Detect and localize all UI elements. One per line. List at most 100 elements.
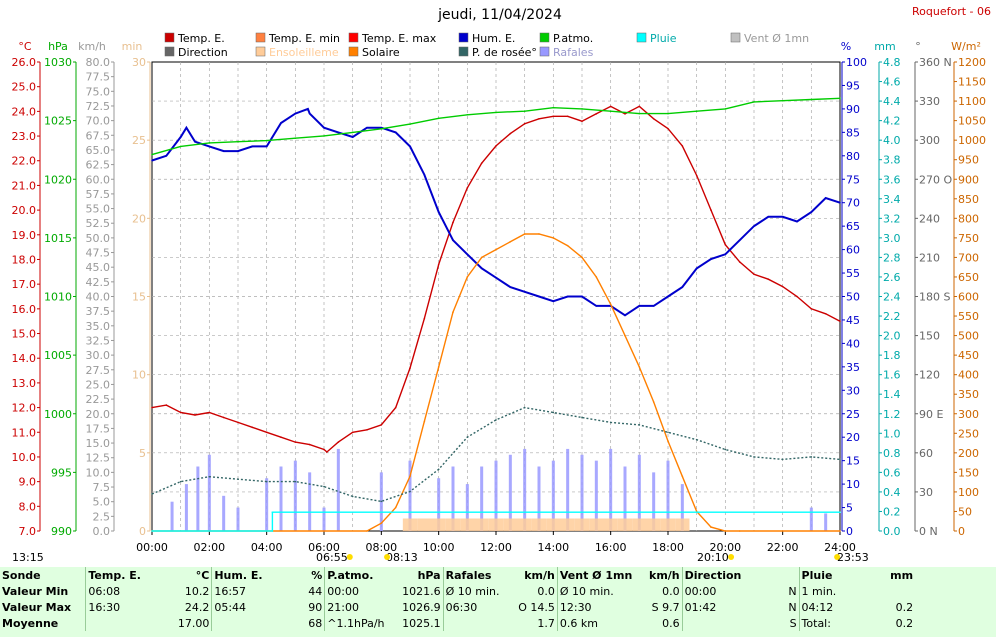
stats-row-label: Valeur Max (2, 600, 72, 614)
bar-rafales (236, 507, 240, 531)
wind-axis-tick-label: 12.5 (86, 452, 111, 465)
wind-axis-tick-label: 47.5 (86, 247, 111, 260)
rain-axis-tick-label: 4.0 (883, 134, 901, 147)
rain-axis-tick-label: 0.0 (883, 525, 901, 538)
temp-unit-label: °C (18, 40, 32, 53)
series-point (179, 480, 182, 483)
series-point (251, 426, 254, 429)
axes-group: 00:00 02:00 04:00 06:00 08:00 10:00 12:00 14:00… (12, 56, 987, 554)
stats-cell: Total: (798, 615, 863, 631)
wind-axis-tick-label: 30.0 (86, 349, 111, 362)
wind-axis-tick-label: 35.0 (86, 320, 111, 333)
series-point (810, 211, 813, 213)
series-point (222, 416, 225, 419)
series-point (710, 258, 712, 260)
direction-axis-tick-label: 120 (919, 369, 940, 382)
temp-axis-tick-label: 23.0 (12, 130, 37, 143)
series-point (337, 441, 340, 443)
series-point (265, 480, 268, 483)
series-point (667, 295, 669, 298)
bar-rafales (680, 484, 684, 531)
bar-rafales (222, 495, 226, 531)
temp-axis-tick-label: 7.0 (19, 525, 37, 538)
bar-ensoleilleme (460, 518, 475, 531)
wind-axis-tick-label: 17.5 (86, 422, 111, 435)
stats-cell (85, 615, 143, 631)
stats-cell: S 9.7 (651, 600, 680, 614)
minutes-axis-tick-label: 20 (132, 212, 146, 225)
legend-swatch (164, 46, 175, 57)
pressure-axis-tick-label: 1020 (44, 173, 72, 186)
series-point (423, 317, 426, 320)
bar-rafales (480, 466, 484, 531)
bar-ensoleilleme (445, 518, 461, 531)
direction-axis-tick-label: 150 (919, 330, 940, 343)
stats-header-temp: Temp. E. (85, 567, 143, 583)
series-point (308, 112, 311, 115)
legend-label: P. de rosée° (472, 46, 537, 59)
stats-cell: 06:08 (85, 583, 143, 599)
bar-ensoleilleme (517, 518, 532, 531)
humidity-axis-tick-label: 10 (846, 478, 860, 491)
time-tick-label: 08:00 (365, 541, 397, 554)
stats-cell: 0.6 (662, 616, 680, 630)
series-point (753, 101, 755, 103)
stats-row-max: Valeur Max 16:30 24.2 05:44 90 21:00 102… (0, 599, 996, 615)
series-point (452, 311, 454, 313)
series-point (810, 98, 813, 101)
wind-axis-tick-label: 65.0 (86, 144, 111, 157)
bar-rafales (580, 454, 584, 531)
minutes-unit-label: min (122, 40, 143, 53)
series-point (595, 113, 598, 115)
rain-axis-tick-label: 2.6 (883, 271, 901, 284)
series-point (409, 475, 411, 478)
legend-label: P.atmo. (553, 32, 593, 45)
series-point (265, 145, 268, 148)
series-point (495, 111, 497, 114)
bar-rafales (408, 460, 412, 531)
day-length-label: 13:15 (12, 551, 44, 564)
stats-header-raf: Rafales (442, 567, 508, 583)
series-point (552, 237, 555, 239)
series-point (480, 267, 483, 270)
series-point (222, 150, 225, 152)
bar-rafales (623, 466, 627, 531)
series-point (767, 215, 770, 218)
stats-header-temp-unit: °C (195, 568, 210, 582)
series-point (495, 419, 497, 421)
temp-axis-tick-label: 18.0 (12, 253, 37, 266)
series-point (237, 478, 239, 480)
solar-axis-tick-label: 600 (958, 291, 979, 304)
series-point (351, 431, 354, 434)
bar-ensoleilleme (617, 518, 633, 531)
humidity-axis-tick-label: 95 (846, 79, 860, 92)
solar-axis-tick-label: 100 (958, 486, 979, 499)
series-point (581, 295, 583, 298)
legend-label: Ensoleilleme (269, 46, 339, 59)
stats-cell: 1.7 (537, 616, 555, 630)
bar-rafales (437, 478, 441, 531)
stats-header-patmo: P.atmo. (324, 567, 390, 583)
bar-rafales (824, 513, 828, 531)
direction-axis-tick-label: 0 N (919, 525, 938, 538)
bar-rafales (170, 501, 174, 531)
series-point (480, 256, 483, 259)
direction-axis-tick-label: 90 E (919, 408, 943, 421)
series-point (609, 105, 612, 108)
series-point (839, 458, 841, 461)
series-point (179, 145, 182, 148)
rain-axis-tick-label: 0.8 (883, 447, 901, 460)
temp-axis-tick-label: 25.0 (12, 81, 37, 94)
series-point (538, 295, 540, 298)
series-point (495, 145, 497, 147)
sunrise-marker (346, 554, 353, 560)
bar-rafales (279, 466, 283, 531)
series-point (480, 162, 483, 165)
series-point (566, 295, 569, 298)
stats-cell: Ø 10 min. (442, 583, 508, 599)
pressure-unit-label: hPa (48, 40, 68, 53)
series-point (271, 511, 274, 514)
bar-ensoleilleme (417, 518, 432, 531)
series-point (581, 416, 583, 419)
